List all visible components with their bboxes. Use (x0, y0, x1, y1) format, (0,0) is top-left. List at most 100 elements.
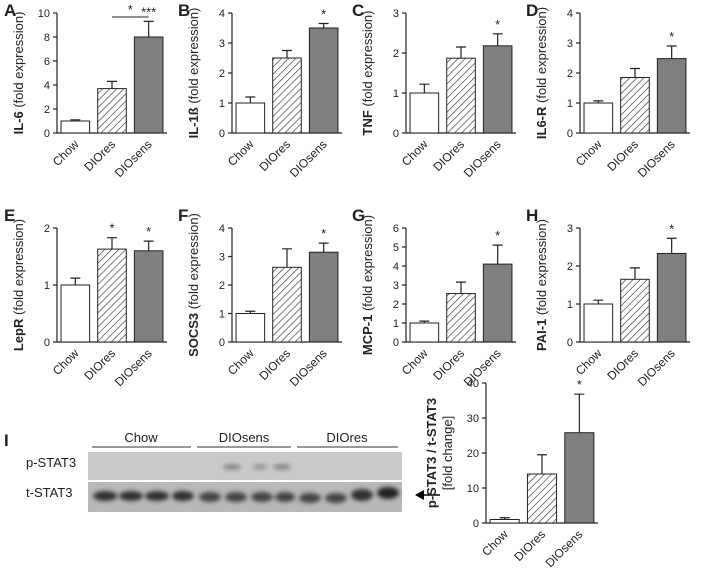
significance: * (146, 224, 151, 239)
error-bar (318, 242, 329, 253)
error-bar (666, 237, 677, 254)
bands (93, 464, 399, 503)
error-bar (593, 100, 604, 103)
error-bar (492, 244, 503, 265)
x-tick-label: Chow (573, 346, 605, 378)
bar (583, 303, 614, 343)
western-blot: Chow DIOsens DIOres p-STAT3 t-STAT3 (26, 430, 440, 512)
x-tick-label: Chow (399, 137, 431, 169)
error-bar (574, 393, 585, 433)
panel-letter: C (352, 1, 364, 20)
y-tick-label: 30 (467, 413, 479, 425)
bar (489, 519, 520, 524)
bar (235, 102, 266, 134)
error-bar (282, 49, 292, 58)
error-bar (492, 33, 503, 46)
y-label-unit: (fold expression) (186, 213, 201, 313)
panel-letter: H (526, 206, 538, 225)
y-label-unit: (fold expression) (534, 219, 549, 319)
y-label: SOCS3 (fold expression) (186, 213, 201, 357)
y-label: [fold change] (440, 416, 455, 490)
error-bar (537, 454, 547, 474)
error-bar (245, 310, 256, 314)
y-tick-label: 20 (467, 448, 479, 460)
bar (97, 248, 127, 343)
bar (308, 27, 339, 134)
y-tick-label: 0 (44, 128, 50, 140)
y-label-gene: TNF (360, 110, 375, 135)
x-tick-label: Chow (225, 346, 257, 378)
y-tick-label: 1 (393, 318, 399, 330)
significance: *** (141, 4, 156, 19)
y-tick-label: 1 (393, 88, 399, 100)
y-label-unit: (fold expression) (11, 219, 26, 319)
blot-strip (88, 452, 402, 480)
x-tick-label: Chow (479, 527, 511, 559)
y-label-unit: (fold expression) (186, 8, 201, 108)
y-label-unit: (fold expression) (11, 12, 26, 112)
y-label: LepR (fold expression) (11, 219, 26, 351)
y-tick-label: 1 (219, 309, 225, 321)
x-tick-label: DIOsens (635, 137, 678, 180)
row-label: p-STAT3 (26, 455, 76, 470)
bar (482, 263, 513, 343)
y-label: IL6-R (fold expression) (534, 7, 549, 139)
error-bar (456, 281, 466, 294)
y-tick-label: 40 (467, 378, 479, 390)
y-label-gene: IL-1ß (186, 107, 201, 138)
y-tick-label: 3 (567, 223, 573, 235)
bar (446, 293, 476, 343)
error-bar (143, 240, 154, 251)
bar (656, 252, 687, 343)
bar (564, 432, 595, 524)
y-tick-label: 2 (44, 104, 50, 116)
significance: * (321, 226, 326, 241)
error-bar (143, 20, 154, 37)
arrow-head (415, 490, 424, 500)
significance: * (321, 7, 326, 22)
row-label: t-STAT3 (26, 485, 72, 500)
y-label-gene: IL6-R (534, 106, 549, 139)
y-tick-label: 0 (219, 128, 225, 140)
y-tick-label: 0 (473, 518, 479, 530)
bar (60, 120, 91, 134)
error-bar (318, 22, 329, 28)
bar (526, 473, 558, 524)
y-tick-label: 0 (44, 337, 50, 349)
y-label: IL-6 (fold expression) (11, 12, 26, 135)
bar (97, 88, 127, 134)
y-tick-label: 4 (219, 8, 225, 20)
y-tick-label: 0 (567, 337, 573, 349)
error-bar (70, 277, 81, 285)
y-tick-label: 1 (567, 299, 573, 311)
x-tick-label: DIOsens (112, 346, 155, 389)
error-bar (666, 45, 677, 59)
y-tick-label: 2 (567, 261, 573, 273)
bar (272, 266, 302, 343)
panel-letter: G (352, 206, 365, 225)
bar (409, 92, 440, 134)
y-tick-label: 2 (219, 68, 225, 80)
y-tick-label: 4 (44, 80, 50, 92)
y-tick-label: 0 (393, 128, 399, 140)
error-bar (630, 67, 640, 78)
y-tick-label: 3 (393, 280, 399, 292)
y-tick-label: 3 (219, 252, 225, 264)
y-tick-label: 8 (44, 32, 50, 44)
group-label: Chow (124, 430, 158, 445)
error-bar (630, 267, 640, 280)
bar (308, 251, 339, 343)
y-tick-label: 10 (467, 483, 479, 495)
bar (235, 313, 266, 343)
bar (133, 250, 164, 343)
x-tick-label: DIOsens (543, 527, 586, 570)
y-label: p-STAT3 / t-STAT3 (424, 398, 439, 508)
y-tick-label: 1 (567, 98, 573, 110)
y-tick-label: 4 (567, 8, 573, 20)
y-label-unit: (fold expression) (360, 11, 375, 111)
